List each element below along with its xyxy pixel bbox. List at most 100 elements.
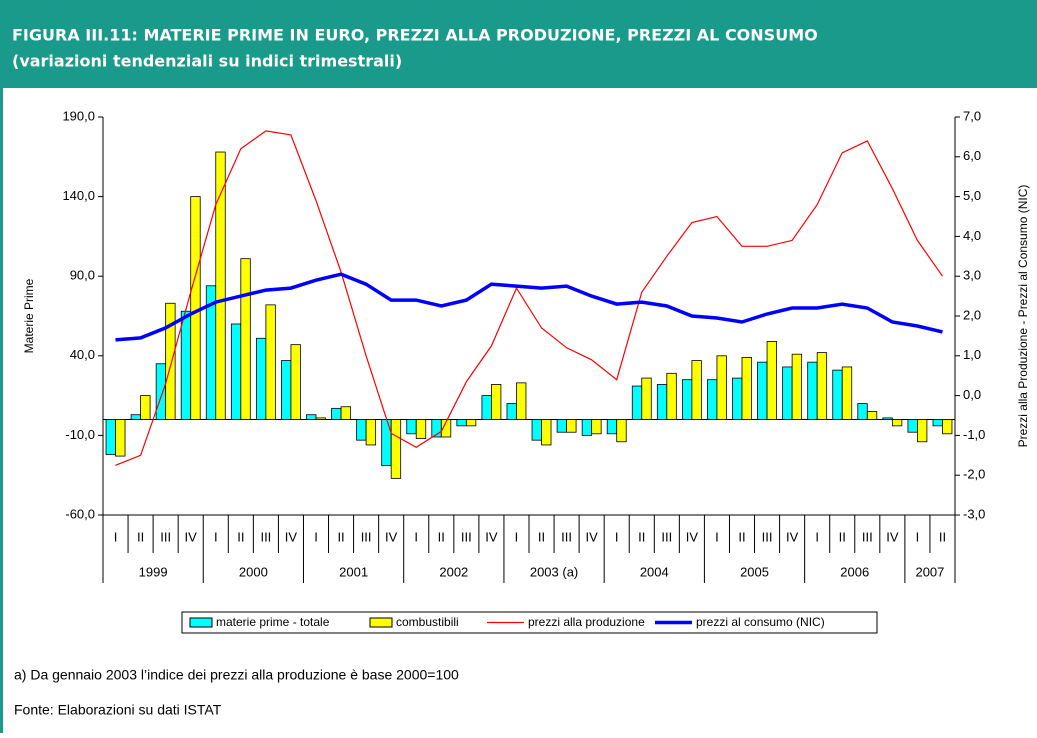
bar [832,369,843,420]
legend-label: prezzi alla produzione [528,615,645,629]
bar [491,384,502,420]
bar [190,196,201,420]
bar [942,419,953,435]
bar [155,363,167,420]
bar [907,419,918,433]
x-tick-label: IV [485,529,498,544]
x-tick-label: II [538,529,545,544]
bar [581,419,593,436]
bar [807,361,818,420]
x-tick-label: II [638,529,645,544]
bar [606,419,618,435]
subtitle: (variazioni tendenziali su indici trimes… [12,52,402,71]
bar [691,360,702,420]
bar [456,419,467,427]
bar [115,419,126,457]
title: FIGURA III.11: MATERIE PRIME IN EURO, PR… [12,26,818,45]
bar [556,419,567,433]
x-tick-label: II [438,529,445,544]
legend-swatch [369,617,393,628]
bar [331,407,342,420]
bar [766,341,777,420]
bar [365,419,377,446]
bar [255,337,267,420]
x-tick-label: I [916,529,920,544]
y2-tick-label: 2,0 [963,307,981,322]
bar [440,419,452,438]
y-tick-label: 90,0 [70,268,95,283]
bar [932,419,943,427]
bar [356,419,367,441]
bar [531,419,542,441]
bar [281,360,292,420]
bar [290,344,301,420]
y-tick-label: 40,0 [70,347,95,362]
y2-tick-label: 3,0 [963,268,981,283]
x-tick-label: IV [786,529,799,544]
bar [165,302,176,420]
frame-edge [0,88,3,733]
x-tick-label: I [515,529,519,544]
bar [631,385,643,420]
line [115,130,943,466]
x-group-label: 1999 [139,564,168,579]
x-group-label: 2002 [439,564,468,579]
bar [230,323,242,420]
bar [681,379,693,420]
x-tick-label: IV [886,529,899,544]
x-tick-label: III [561,529,572,544]
bar [816,352,828,420]
y-axis-title: Materie Prime [22,278,36,353]
x-tick-label: IV [285,529,298,544]
x-tick-label: III [661,529,672,544]
x-group-label: 2004 [640,564,669,579]
bar [791,353,803,420]
bar [415,419,427,439]
x-group-label: 2000 [239,564,268,579]
x-tick-label: III [762,529,773,544]
x-tick-label: II [839,529,846,544]
bar [741,356,752,420]
x-tick-label: III [260,529,271,544]
bar [240,258,251,420]
bar [465,419,477,427]
x-tick-label: III [361,529,372,544]
y-tick-label: 190,0 [62,108,95,123]
bar [591,419,602,435]
footnote: a) Da gennaio 2003 l’indice dei prezzi a… [14,667,459,683]
x-tick-label: IV [385,529,398,544]
bar [882,417,893,420]
y2-axis-title: Prezzi alla Produzione - Prezzi al Consu… [1016,185,1030,448]
x-tick-label: III [461,529,472,544]
y2-tick-label: 5,0 [963,188,981,203]
x-tick-label: I [615,529,619,544]
bar [315,417,326,420]
x-tick-label: I [314,529,318,544]
x-group-label: 2001 [339,564,368,579]
bar [707,379,718,420]
y2-tick-label: 6,0 [963,148,981,163]
bar [917,419,928,443]
x-tick-label: II [137,529,144,544]
bar [732,377,743,420]
bar [406,419,417,435]
x-tick-label: III [160,529,171,544]
x-tick-label: IV [686,529,699,544]
bar [340,406,351,420]
bar [265,304,276,420]
legend-label: prezzi al consumo (NIC) [696,615,825,629]
bar [215,151,226,420]
bar [716,355,727,420]
x-tick-label: I [815,529,819,544]
bar [782,366,793,420]
y-tick-label: -10,0 [65,427,95,442]
y2-tick-label: -1,0 [963,427,985,442]
bar [481,395,492,420]
bar [566,419,577,433]
y2-tick-label: 7,0 [963,108,981,123]
bar [866,411,878,420]
x-tick-label: II [237,529,244,544]
legend-box [181,611,878,634]
bar [641,377,652,420]
